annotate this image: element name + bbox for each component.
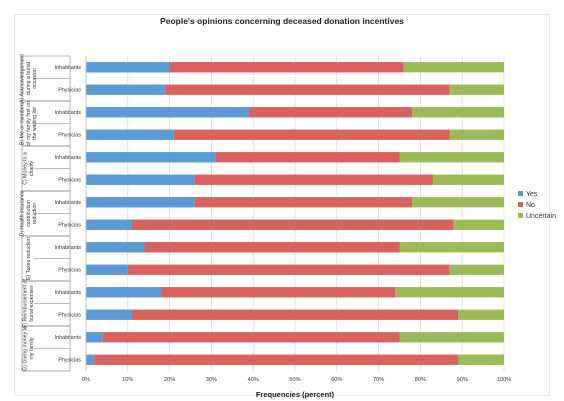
x-tick-label: 40% bbox=[248, 377, 259, 383]
group-label: C) Money to acharity bbox=[23, 152, 35, 185]
bar-segment-uncertain bbox=[458, 309, 504, 320]
bar-segment-uncertain bbox=[399, 332, 504, 343]
bar-segment-uncertain bbox=[412, 107, 504, 118]
bar-segment-yes bbox=[86, 107, 250, 118]
x-tick-label: 70% bbox=[373, 377, 384, 383]
bar-segment-uncertain bbox=[399, 152, 504, 163]
legend-label: No bbox=[526, 202, 535, 209]
x-tick-label: 30% bbox=[206, 377, 217, 383]
bar-segment-uncertain bbox=[399, 242, 504, 253]
bar-segment-yes bbox=[86, 354, 95, 365]
row-label: Inhabitants bbox=[55, 155, 82, 161]
row-label: Inhabitants bbox=[55, 65, 82, 71]
bar-segment-yes bbox=[86, 129, 174, 140]
bar-segment-uncertain bbox=[412, 197, 504, 208]
x-tick-label: 80% bbox=[415, 377, 426, 383]
group-label: B) Me or membersof my family first onthe… bbox=[20, 101, 38, 146]
bar-segment-uncertain bbox=[395, 287, 504, 298]
bar-segment-no bbox=[194, 197, 413, 208]
bar-segment-no bbox=[215, 152, 400, 163]
group-label: D) Health insurancecontributionreduction bbox=[20, 190, 38, 236]
bar-segment-no bbox=[169, 62, 404, 73]
bar-segment-yes bbox=[86, 309, 132, 320]
bar-segment-no bbox=[165, 84, 450, 95]
x-tick-label: 50% bbox=[289, 377, 300, 383]
bar-segment-uncertain bbox=[458, 354, 504, 365]
bar-segment-yes bbox=[86, 197, 195, 208]
bar-segment-yes bbox=[86, 264, 128, 275]
x-axis-title: Frequencies (percent) bbox=[255, 390, 335, 399]
row-label: Inhabitants bbox=[55, 110, 82, 116]
bar-segment-no bbox=[102, 332, 400, 343]
row-label: Inhabitants bbox=[55, 245, 82, 251]
bar-segment-no bbox=[173, 129, 450, 140]
bar-segment-yes bbox=[86, 219, 132, 230]
x-tick-label: 20% bbox=[164, 377, 175, 383]
bar-segment-no bbox=[249, 107, 413, 118]
bar-segment-uncertain bbox=[449, 129, 504, 140]
legend-swatch-uncertain bbox=[518, 213, 523, 218]
bar-segment-uncertain bbox=[449, 264, 504, 275]
bar-segment-no bbox=[161, 287, 396, 298]
x-tick-label: 0% bbox=[82, 377, 90, 383]
bar-segment-no bbox=[194, 174, 433, 185]
group-label: E) Taxes reduction bbox=[26, 237, 32, 280]
group-label: A) Acknowledgementduring a burialoccasio… bbox=[20, 54, 38, 103]
bar-segment-no bbox=[131, 309, 459, 320]
bar-segment-no bbox=[127, 264, 450, 275]
bar-segment-no bbox=[144, 242, 400, 253]
legend-label: Uncertain bbox=[526, 213, 556, 220]
bar-segment-yes bbox=[86, 62, 170, 73]
row-label: Inhabitants bbox=[55, 335, 82, 341]
bar-segment-yes bbox=[86, 152, 216, 163]
bar-segment-yes bbox=[86, 332, 103, 343]
chart-title: People's opinions concerning deceased do… bbox=[160, 16, 404, 26]
x-tick-label: 10% bbox=[122, 377, 133, 383]
bar-segment-yes bbox=[86, 287, 162, 298]
bar-segment-uncertain bbox=[449, 84, 504, 95]
row-label: Inhabitants bbox=[55, 290, 82, 296]
bar-segment-yes bbox=[86, 84, 166, 95]
row-label: Inhabitants bbox=[55, 200, 82, 206]
bar-segment-yes bbox=[86, 242, 145, 253]
x-tick-label: 90% bbox=[457, 377, 468, 383]
legend-swatch-yes bbox=[518, 191, 523, 196]
group-label: G) Giving money tomy family bbox=[23, 326, 35, 371]
bar-segment-no bbox=[94, 354, 459, 365]
group-label: F) Reimbursement ofburial expenses bbox=[23, 279, 35, 328]
x-tick-label: 60% bbox=[331, 377, 342, 383]
bar-segment-uncertain bbox=[403, 62, 504, 73]
legend-label: Yes bbox=[526, 191, 538, 198]
x-tick-label: 100% bbox=[497, 377, 511, 383]
bar-segment-uncertain bbox=[432, 174, 504, 185]
bar-segment-uncertain bbox=[453, 219, 504, 230]
legend-swatch-no bbox=[518, 202, 523, 207]
bar-segment-yes bbox=[86, 174, 195, 185]
bar-segment-no bbox=[131, 219, 454, 230]
